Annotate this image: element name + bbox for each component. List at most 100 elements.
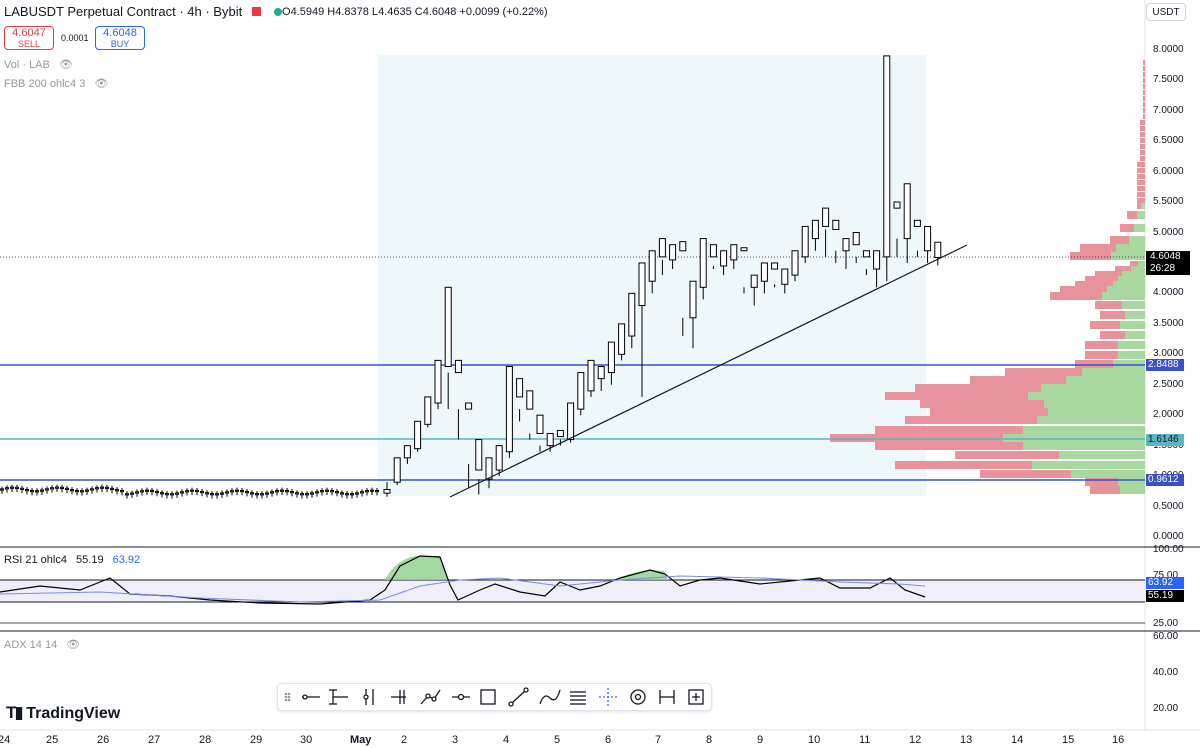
candle-body — [720, 250, 728, 267]
candle-body — [125, 493, 129, 496]
fbb-indicator[interactable]: FBB 200 ohlc4 3 👁 — [4, 77, 108, 90]
candle-body — [15, 486, 19, 490]
volume-profile-bar — [1023, 442, 1145, 450]
volume-profile-bar — [1116, 244, 1145, 252]
last-price-badge: 4.6048 26:28 — [1146, 251, 1190, 275]
candle-body — [587, 359, 595, 392]
tradingview-logo[interactable]: T▮ TradingView — [6, 703, 120, 723]
time-axis-tick: 6 — [605, 734, 612, 746]
fib-retracement-icon — [570, 691, 586, 705]
candle-body — [335, 491, 339, 494]
candle-body — [709, 244, 717, 258]
candle-body — [265, 492, 269, 495]
rsi-ma-value: 63.92 — [112, 554, 141, 566]
candle-body — [340, 492, 344, 495]
time-axis-tick: 15 — [1062, 734, 1075, 746]
volume-profile-bar — [1075, 360, 1145, 368]
candle-body — [155, 490, 159, 494]
candle-body — [45, 488, 49, 491]
candle-body — [25, 489, 29, 492]
candle-body — [403, 445, 411, 459]
rsi-legend[interactable]: RSI 21 ohlc4 55.19 63.92 — [4, 554, 140, 566]
volume-profile-bar — [1122, 271, 1145, 279]
volume-indicator[interactable]: Vol · LAB 👁 — [4, 58, 73, 71]
candle-body — [791, 250, 799, 276]
volume-profile-bar — [1143, 60, 1145, 65]
price-axis-tick: 7.5000 — [1153, 74, 1184, 86]
candle-body — [842, 238, 850, 252]
price-axis-tick: 6.5000 — [1153, 135, 1184, 147]
candle-body — [245, 490, 249, 494]
rsi-ma-badge: 63.92 — [1146, 577, 1184, 589]
buy-button[interactable]: 4.6048 BUY — [95, 26, 145, 50]
time-axis-tick: 4 — [503, 734, 510, 746]
candle-body — [70, 489, 74, 492]
candle-body — [811, 219, 819, 240]
candle-body — [475, 439, 483, 471]
volume-profile-bar — [1085, 341, 1145, 349]
candle-countdown: 26:28 — [1150, 263, 1176, 274]
volume-profile-bar — [1134, 224, 1145, 232]
candle-body — [320, 490, 324, 493]
candle-body — [310, 492, 314, 495]
candle-body — [924, 225, 932, 252]
adx-indicator[interactable]: ADX 14 14 👁 — [4, 638, 80, 651]
candle-body — [536, 414, 544, 434]
volume-profile-bar — [1044, 400, 1145, 408]
volume-profile-bar — [1143, 108, 1145, 113]
price-axis-tick: 5.0000 — [1153, 226, 1184, 238]
sell-button[interactable]: 4.6047 SELL — [4, 26, 54, 50]
drawing-toolbar[interactable] — [277, 683, 712, 711]
time-axis-tick: 5 — [554, 734, 561, 746]
currency-select[interactable]: USDT — [1146, 3, 1186, 21]
candle-body — [360, 491, 364, 494]
eye-off-icon[interactable]: 👁 — [66, 639, 81, 651]
adx-tick-40: 40.00 — [1153, 667, 1179, 678]
volume-profile-bar — [1140, 156, 1145, 161]
volume-profile-bar — [1120, 486, 1145, 494]
candle-body — [135, 491, 139, 494]
candle-body — [699, 238, 707, 288]
candle-body — [375, 489, 379, 493]
sell-label: SELL — [17, 39, 41, 49]
tv-logo-icon: T▮ — [6, 703, 24, 722]
volume-profile-bar — [1085, 276, 1145, 284]
volume-profile-bar — [1122, 301, 1145, 309]
price-axis-tick: 2.0000 — [1153, 409, 1184, 421]
volume-profile-bar — [980, 470, 1145, 478]
candle-body — [424, 396, 432, 425]
volume-profile-bar — [1137, 192, 1145, 197]
candle-body — [210, 493, 214, 496]
volume-profile-bar — [1127, 211, 1145, 219]
candle-body — [873, 250, 881, 270]
candle-body — [526, 390, 534, 410]
time-axis-tick: 12 — [909, 734, 922, 746]
candle-body — [215, 493, 219, 496]
volume-profile-bar — [1140, 150, 1145, 155]
volume-profile-bar — [1143, 114, 1145, 119]
time-axis-tick: May — [350, 734, 372, 746]
candle-body — [180, 491, 184, 494]
volume-profile-bar — [1032, 461, 1145, 469]
volume-profile-bar — [1137, 180, 1145, 185]
candle-body — [225, 491, 229, 494]
volume-profile-bar — [1140, 138, 1145, 143]
rsi-overbought-fill — [385, 556, 448, 580]
volume-profile-bar — [1118, 276, 1145, 284]
candle-body — [260, 493, 264, 496]
price-axis-tick: 3.0000 — [1153, 348, 1184, 360]
candle-body — [658, 238, 666, 258]
volume-profile-bar — [1095, 301, 1145, 309]
volume-profile-bar — [1082, 368, 1145, 376]
eye-off-icon[interactable]: 👁 — [94, 78, 109, 90]
adx-tick-20: 20.00 — [1153, 703, 1179, 714]
level-badge-mid: 1.6146 — [1146, 434, 1184, 446]
spread-value: 0.0001 — [61, 33, 89, 43]
candle-body — [175, 492, 179, 495]
rsi-ma-line — [0, 575, 926, 603]
candle-body — [393, 457, 401, 483]
eye-off-icon[interactable]: 👁 — [58, 59, 73, 71]
candle-body — [669, 244, 677, 261]
symbol-title[interactable]: LABUSDT Perpetual Contract · 4h · Bybit — [4, 4, 283, 19]
